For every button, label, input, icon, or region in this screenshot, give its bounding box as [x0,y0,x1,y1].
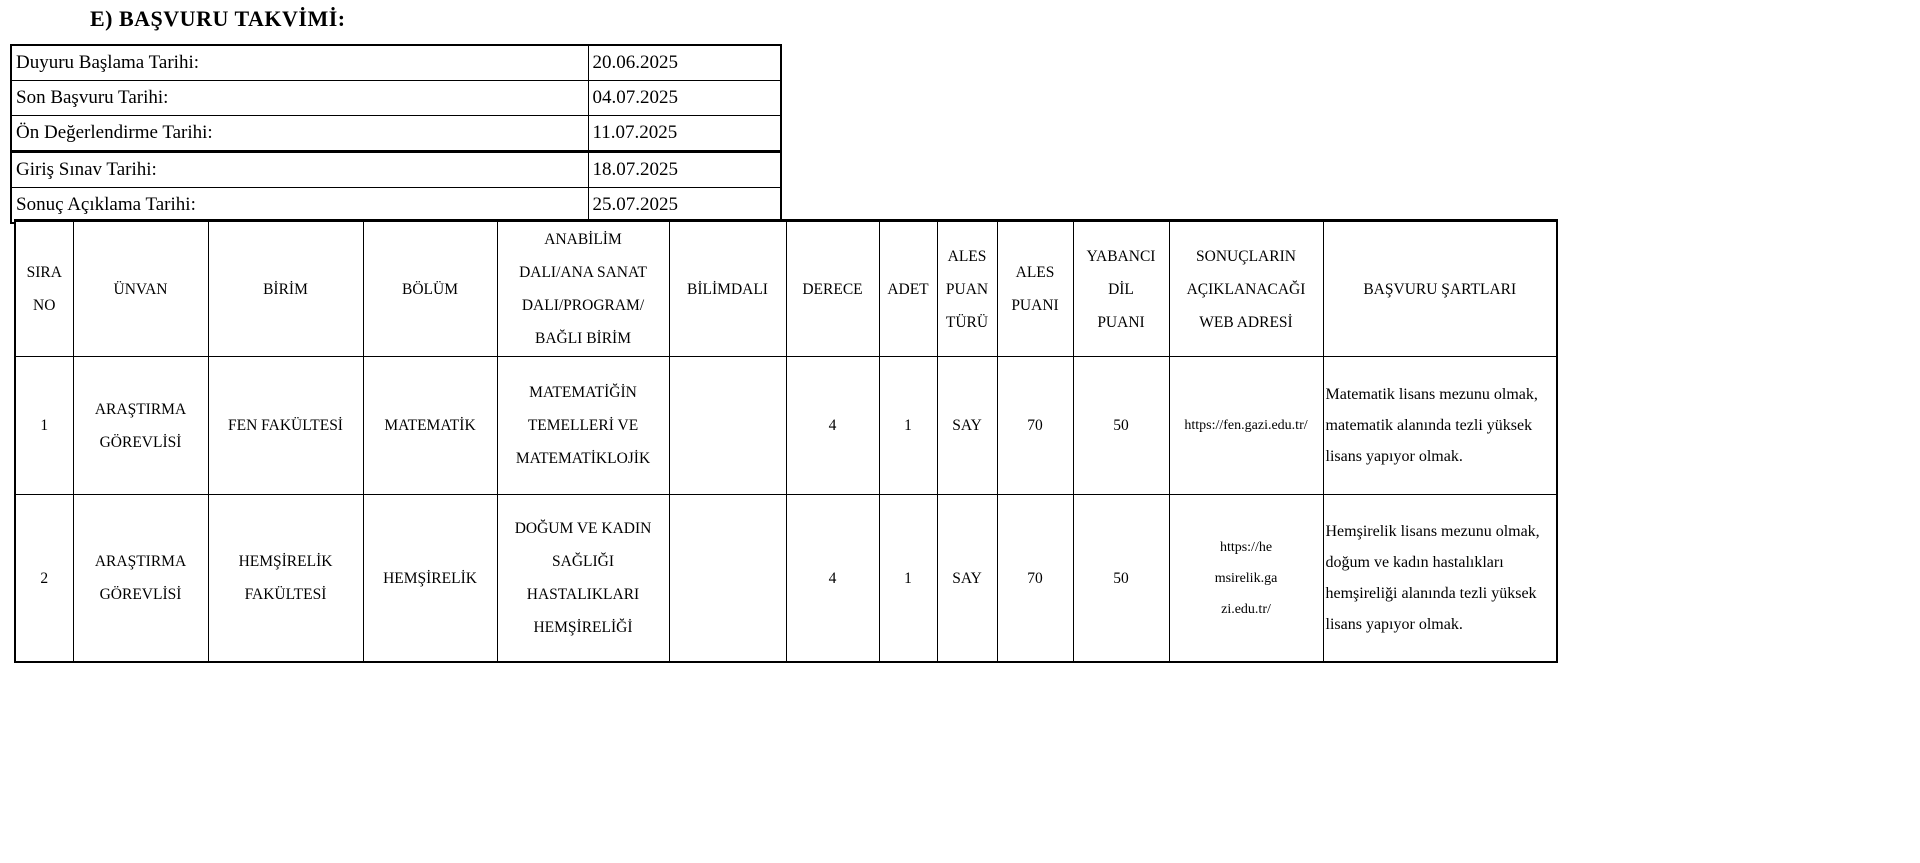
col-header-unvan: ÜNVAN [72,220,209,357]
col-header-adet: ADET [878,220,938,357]
col-header-birim: BİRİM [207,220,364,357]
cell-bilimdali [668,494,787,663]
cell-birim: FEN FAKÜLTESİ [207,356,364,495]
cell-adet: 1 [878,494,938,663]
col-header-web-adresi: SONUÇLARIN AÇIKLANACAĞI WEB ADRESİ [1168,220,1324,357]
calendar-date: 11.07.2025 [587,115,782,153]
calendar-row: Ön Değerlendirme Tarihi: 11.07.2025 [10,115,782,153]
position-row: 1 ARAŞTIRMA GÖREVLİSİ FEN FAKÜLTESİ MATE… [14,356,1558,495]
positions-table: SIRA NO ÜNVAN BİRİM BÖLÜM ANABİLİM DALI/… [14,219,1558,663]
col-header-yabanci-dil-puani: YABANCI DİL PUANI [1072,220,1170,357]
cell-ales-puan-turu: SAY [936,494,998,663]
calendar-date: 04.07.2025 [587,80,782,116]
cell-web-adresi: https://fen.gazi.edu.tr/ [1168,356,1324,495]
cell-yabanci-dil-puani: 50 [1072,356,1170,495]
cell-sira-no: 2 [14,494,74,663]
cell-bilimdali [668,356,787,495]
cell-web-adresi: https://he msirelik.ga zi.edu.tr/ [1168,494,1324,663]
cell-ales-puani: 70 [996,356,1074,495]
calendar-label: Giriş Sınav Tarihi: [10,151,589,188]
page-title: E) BAŞVURU TAKVİMİ: [90,6,346,31]
calendar-label: Ön Değerlendirme Tarihi: [10,115,589,153]
col-header-bilimdali: BİLİMDALI [668,220,787,357]
col-header-derece: DERECE [785,220,880,357]
col-header-basvuru-sartlari: BAŞVURU ŞARTLARI [1322,220,1558,357]
cell-unvan: ARAŞTIRMA GÖREVLİSİ [72,494,209,663]
cell-bolum: HEMŞİRELİK [362,494,498,663]
calendar-date: 25.07.2025 [587,187,782,224]
calendar-row: Sonuç Açıklama Tarihi: 25.07.2025 [10,187,782,224]
cell-yabanci-dil-puani: 50 [1072,494,1170,663]
col-header-anabilim-dali: ANABİLİM DALI/ANA SANAT DALI/PROGRAM/ BA… [496,220,670,357]
cell-derece: 4 [785,356,880,495]
calendar-row: Son Başvuru Tarihi: 04.07.2025 [10,80,782,116]
cell-basvuru-sartlari: Matematik lisans mezunu olmak, matematik… [1322,356,1558,495]
col-header-sira-no: SIRA NO [14,220,74,357]
calendar-label: Son Başvuru Tarihi: [10,80,589,116]
application-calendar-table: Duyuru Başlama Tarihi: 20.06.2025 Son Ba… [10,44,782,224]
positions-header-row: SIRA NO ÜNVAN BİRİM BÖLÜM ANABİLİM DALI/… [14,220,1558,357]
calendar-label: Sonuç Açıklama Tarihi: [10,187,589,224]
calendar-row: Giriş Sınav Tarihi: 18.07.2025 [10,151,782,188]
cell-basvuru-sartlari: Hemşirelik lisans mezunu olmak, doğum ve… [1322,494,1558,663]
cell-unvan: ARAŞTIRMA GÖREVLİSİ [72,356,209,495]
calendar-label: Duyuru Başlama Tarihi: [10,44,589,81]
cell-anabilim-dali: MATEMATİĞİN TEMELLERİ VE MATEMATİKLOJİK [496,356,670,495]
cell-birim: HEMŞİRELİK FAKÜLTESİ [207,494,364,663]
position-row: 2 ARAŞTIRMA GÖREVLİSİ HEMŞİRELİK FAKÜLTE… [14,494,1558,663]
cell-adet: 1 [878,356,938,495]
cell-anabilim-dali: DOĞUM VE KADIN SAĞLIĞI HASTALIKLARI HEMŞ… [496,494,670,663]
calendar-date: 18.07.2025 [587,151,782,188]
col-header-ales-puani: ALES PUANI [996,220,1074,357]
cell-derece: 4 [785,494,880,663]
cell-sira-no: 1 [14,356,74,495]
cell-bolum: MATEMATİK [362,356,498,495]
col-header-ales-puan-turu: ALES PUAN TÜRÜ [936,220,998,357]
calendar-row: Duyuru Başlama Tarihi: 20.06.2025 [10,44,782,81]
calendar-date: 20.06.2025 [587,44,782,81]
col-header-bolum: BÖLÜM [362,220,498,357]
cell-ales-puan-turu: SAY [936,356,998,495]
cell-ales-puani: 70 [996,494,1074,663]
